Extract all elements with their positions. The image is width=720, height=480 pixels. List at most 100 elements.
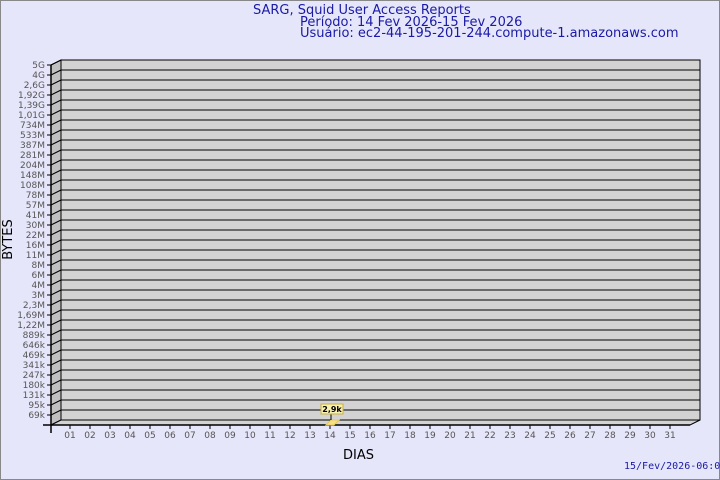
y-tick-diagonal [50, 319, 62, 326]
y-tick-label: 2,6G [24, 81, 45, 91]
bar-value-label: 2,9k [322, 405, 342, 414]
y-tick-label: 469k [23, 351, 46, 361]
y-tick-label: 108M [20, 181, 45, 191]
y-tick-label: 1,01G [18, 111, 45, 121]
x-tick-label: 16 [364, 431, 376, 441]
y-tick-diagonal [50, 59, 62, 66]
y-tick-label: 180k [23, 381, 46, 391]
y-tick-diagonal [50, 69, 62, 76]
y-tick-label: 6M [32, 271, 46, 281]
y-tick-label: 8M [32, 261, 46, 271]
bar [324, 419, 341, 426]
y-tick-diagonal [50, 339, 62, 346]
y-tick-label: 22M [26, 231, 45, 241]
y-tick-diagonal [50, 89, 62, 96]
y-tick-label: 889k [23, 331, 46, 341]
y-tick-diagonal [50, 269, 62, 276]
y-tick-diagonal [50, 389, 62, 396]
y-tick-diagonal [50, 79, 62, 86]
x-tick-label: 30 [644, 431, 656, 441]
x-tick-label: 22 [484, 431, 495, 441]
y-tick-diagonal [50, 329, 62, 336]
x-tick-label: 24 [524, 431, 536, 441]
y-tick-diagonal [50, 399, 62, 406]
x-tick-label: 14 [324, 431, 336, 441]
x-tick-label: 19 [424, 431, 436, 441]
x-tick-label: 25 [544, 431, 555, 441]
y-tick-diagonal [50, 299, 62, 306]
y-tick-label: 387M [20, 141, 45, 151]
y-tick-label: 4G [32, 71, 45, 81]
y-tick-diagonal [50, 349, 62, 356]
y-tick-diagonal [50, 139, 62, 146]
y-tick-label: 69k [28, 411, 45, 421]
x-tick-label: 13 [304, 431, 315, 441]
y-tick-label: 2,3M [23, 301, 45, 311]
y-tick-diagonal [50, 249, 62, 256]
x-tick-label: 21 [464, 431, 475, 441]
y-tick-diagonal [50, 289, 62, 296]
bar-label-box [320, 403, 344, 415]
y-tick-diagonal [50, 229, 62, 236]
y-tick-label: 734M [20, 121, 45, 131]
y-tick-label: 4M [32, 281, 46, 291]
x-tick-label: 10 [244, 431, 256, 441]
y-tick-label: 646k [23, 341, 46, 351]
y-tick-label: 3M [32, 291, 46, 301]
y-tick-label: 1,69M [17, 311, 45, 321]
footer-timestamp: 15/Fev/2026-06:00 [624, 461, 720, 472]
x-axis-label: DIAS [343, 448, 374, 463]
y-tick-diagonal [50, 409, 62, 416]
x-tick-label: 31 [664, 431, 675, 441]
y-tick-label: 41M [26, 211, 45, 221]
x-tick-label: 11 [264, 431, 275, 441]
y-tick-diagonal [50, 219, 62, 226]
x-tick-label: 17 [384, 431, 395, 441]
x-tick-label: 27 [584, 431, 595, 441]
y-tick-label: 5G [32, 61, 45, 71]
y-tick-diagonal [50, 259, 62, 266]
y-tick-label: 533M [20, 131, 45, 141]
y-tick-diagonal [50, 169, 62, 176]
x-tick-label: 02 [84, 431, 95, 441]
chart-period: Período: 14 Fev 2026-15 Fev 2026 [300, 15, 523, 30]
y-tick-diagonal [50, 369, 62, 376]
y-tick-label: 131k [23, 391, 46, 401]
y-tick-label: 204M [20, 161, 45, 171]
y-tick-label: 11M [26, 251, 45, 261]
x-tick-label: 15 [344, 431, 355, 441]
x-tick-label: 09 [224, 431, 236, 441]
y-tick-label: 148M [20, 171, 45, 181]
y-tick-diagonal [50, 199, 62, 206]
y-tick-diagonal [50, 109, 62, 116]
y-tick-label: 1,39G [18, 101, 45, 111]
x-tick-label: 23 [504, 431, 515, 441]
x-tick-label: 05 [144, 431, 155, 441]
x-tick-label: 18 [404, 431, 416, 441]
y-tick-label: 78M [26, 191, 45, 201]
y-tick-diagonal [50, 149, 62, 156]
y-tick-label: 30M [26, 221, 45, 231]
y-tick-diagonal [50, 99, 62, 106]
x-tick-label: 06 [164, 431, 176, 441]
x-tick-label: 01 [64, 431, 75, 441]
x-tick-label: 12 [284, 431, 295, 441]
y-tick-label: 1,92G [18, 91, 45, 101]
x-tick-label: 20 [444, 431, 456, 441]
x-tick-label: 08 [204, 431, 216, 441]
y-tick-label: 247k [23, 371, 46, 381]
chart-title: SARG, Squid User Access Reports [253, 3, 471, 18]
y-tick-label: 16M [26, 241, 45, 251]
y-tick-diagonal [50, 119, 62, 126]
y-tick-label: 281M [20, 151, 45, 161]
y-tick-diagonal [50, 159, 62, 166]
chart-user: Usuário: ec2-44-195-201-244.compute-1.am… [300, 26, 679, 41]
y-tick-diagonal [50, 129, 62, 136]
x-tick-label: 29 [624, 431, 636, 441]
y-tick-label: 95k [28, 401, 45, 411]
x-tick-label: 04 [124, 431, 136, 441]
y-tick-diagonal [50, 309, 62, 316]
y-tick-diagonal [50, 179, 62, 186]
y-tick-diagonal [50, 379, 62, 386]
